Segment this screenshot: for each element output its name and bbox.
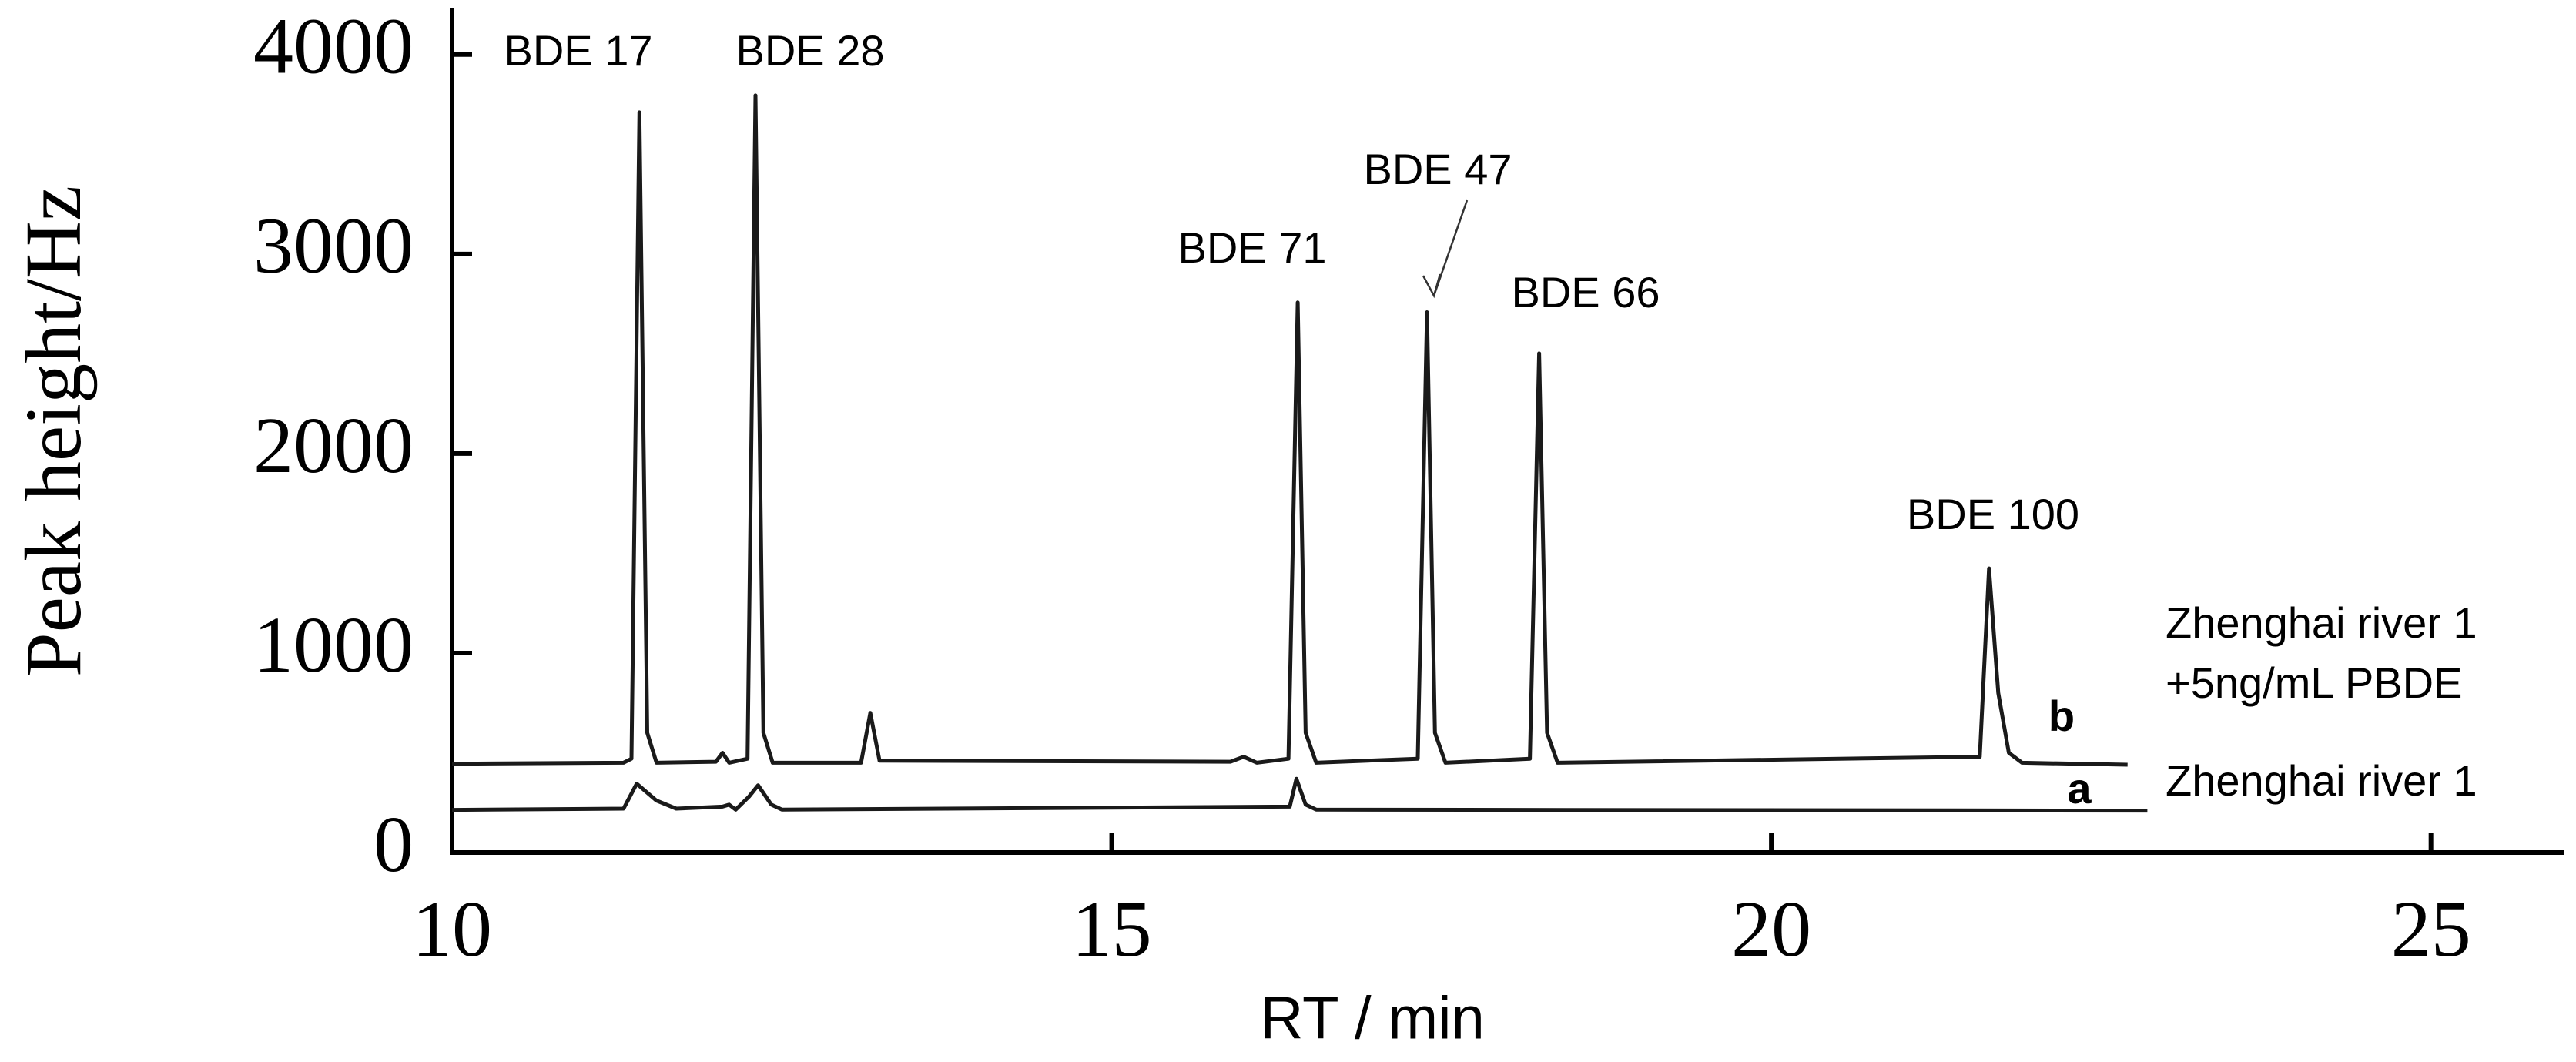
peak-annotation: BDE 71 xyxy=(1178,223,1327,272)
y-tick-label: 1000 xyxy=(253,601,414,689)
peak-annotation: BDE 28 xyxy=(736,26,885,75)
arrow-head xyxy=(1422,273,1442,299)
x-tick-label: 15 xyxy=(1072,885,1152,973)
y-tick-label: 3000 xyxy=(253,202,414,290)
peak-annotation: BDE 47 xyxy=(1364,145,1512,193)
legend-label: Zhenghai river 1 xyxy=(2166,756,2477,805)
x-tick-label: 20 xyxy=(1731,885,1811,973)
x-tick-label: 10 xyxy=(412,885,492,973)
series-tag: a xyxy=(2067,764,2092,812)
x-tick-label: 25 xyxy=(2391,885,2471,973)
y-tick-label: 0 xyxy=(374,800,414,889)
y-axis-label: Peak height/Hz xyxy=(9,186,98,677)
y-tick-label: 2000 xyxy=(253,401,414,490)
peak-annotation: BDE 17 xyxy=(504,26,653,75)
peak-annotation: BDE 66 xyxy=(1512,268,1660,317)
series-line xyxy=(451,93,2128,767)
legend-label: Zhenghai river 1 +5ng/mL PBDE xyxy=(2166,598,2477,708)
y-tick-label: 4000 xyxy=(253,2,414,91)
series-tag: b xyxy=(2048,692,2075,740)
series-line xyxy=(451,776,2148,813)
peak-annotation: BDE 100 xyxy=(1907,490,2079,538)
x-axis-label: RT / min xyxy=(1260,984,1485,1052)
